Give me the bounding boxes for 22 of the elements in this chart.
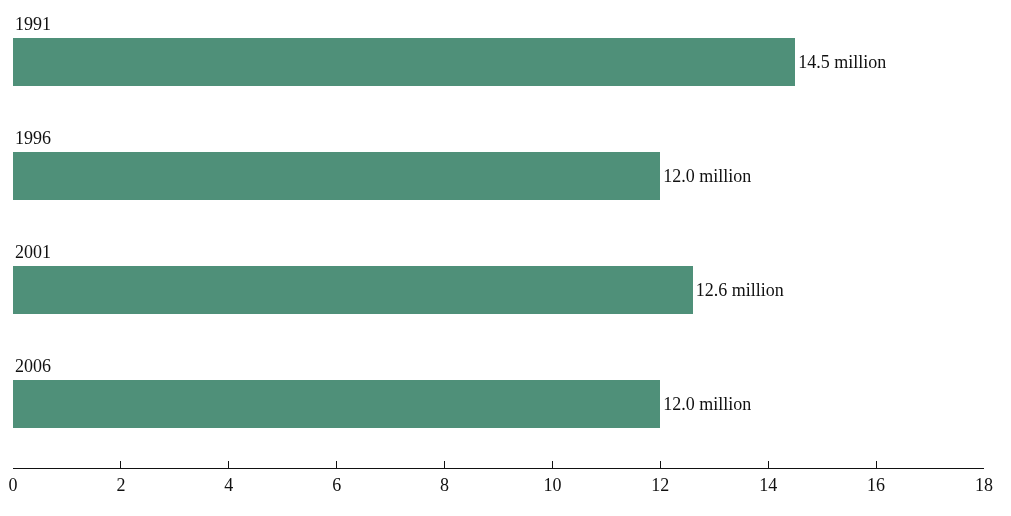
- bar: [13, 152, 661, 201]
- data-label: 12.6 million: [695, 280, 784, 301]
- data-label: 14.5 million: [798, 52, 887, 73]
- x-tick-label: 16: [867, 474, 886, 495]
- x-tick-label: 10: [543, 474, 562, 495]
- x-tick-label: 18: [975, 474, 993, 495]
- y-tick-label: 2001: [15, 242, 51, 262]
- x-tick-label: 4: [224, 474, 234, 495]
- x-tick-label: 14: [759, 474, 778, 495]
- y-tick-label: 1996: [15, 128, 51, 148]
- data-label: 12.0 million: [663, 166, 752, 187]
- x-tick-label: 0: [8, 474, 18, 495]
- x-tick-label: 8: [440, 474, 450, 495]
- x-tick-label: 12: [651, 474, 670, 495]
- bar: [13, 380, 661, 429]
- x-tick-label: 6: [332, 474, 342, 495]
- data-label: 12.0 million: [663, 394, 752, 415]
- bar: [13, 38, 796, 86]
- bar: [13, 266, 693, 315]
- y-tick-label: 2006: [15, 356, 51, 376]
- x-tick-label: 2: [116, 474, 126, 495]
- y-tick-label: 1991: [15, 14, 51, 34]
